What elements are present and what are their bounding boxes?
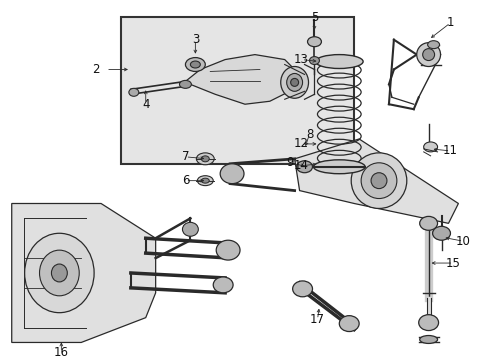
Ellipse shape — [350, 153, 406, 208]
Text: 12: 12 — [293, 138, 308, 150]
Ellipse shape — [370, 173, 386, 189]
Ellipse shape — [280, 67, 308, 98]
Ellipse shape — [213, 277, 233, 293]
Ellipse shape — [427, 41, 439, 49]
Ellipse shape — [196, 153, 214, 165]
Ellipse shape — [290, 78, 298, 86]
Text: 8: 8 — [305, 127, 313, 140]
Ellipse shape — [185, 58, 205, 72]
Text: 2: 2 — [92, 63, 100, 76]
Text: 3: 3 — [191, 33, 199, 46]
Ellipse shape — [416, 43, 440, 67]
Ellipse shape — [179, 80, 191, 88]
Ellipse shape — [361, 163, 396, 198]
Ellipse shape — [201, 156, 209, 162]
Ellipse shape — [313, 160, 365, 174]
Polygon shape — [12, 203, 155, 342]
Text: 17: 17 — [309, 313, 325, 326]
Ellipse shape — [419, 216, 437, 230]
Text: 11: 11 — [442, 144, 457, 157]
Ellipse shape — [423, 142, 437, 152]
Text: 7: 7 — [182, 150, 189, 163]
Ellipse shape — [286, 73, 302, 91]
Ellipse shape — [190, 61, 200, 68]
Ellipse shape — [432, 226, 449, 240]
Ellipse shape — [339, 316, 358, 332]
Ellipse shape — [129, 88, 139, 96]
Ellipse shape — [201, 178, 209, 183]
Ellipse shape — [307, 37, 321, 47]
Polygon shape — [294, 139, 457, 223]
Text: 9: 9 — [285, 156, 293, 169]
Ellipse shape — [40, 250, 79, 296]
Ellipse shape — [220, 164, 244, 184]
Polygon shape — [185, 55, 299, 104]
Ellipse shape — [292, 281, 312, 297]
Text: 4: 4 — [142, 98, 149, 111]
Ellipse shape — [419, 336, 437, 343]
Text: 16: 16 — [54, 346, 69, 359]
Ellipse shape — [422, 49, 434, 60]
Ellipse shape — [309, 57, 319, 64]
Text: 5: 5 — [310, 12, 318, 24]
Text: 10: 10 — [455, 235, 470, 248]
Ellipse shape — [315, 55, 363, 68]
Ellipse shape — [418, 315, 438, 330]
Bar — [121, 17, 353, 164]
Ellipse shape — [216, 240, 240, 260]
Ellipse shape — [296, 161, 312, 173]
Text: 15: 15 — [445, 257, 460, 270]
Ellipse shape — [24, 233, 94, 313]
Text: 13: 13 — [294, 53, 308, 66]
Text: 6: 6 — [182, 174, 189, 187]
Ellipse shape — [182, 222, 198, 236]
Ellipse shape — [197, 176, 213, 186]
Ellipse shape — [51, 264, 67, 282]
Text: 14: 14 — [293, 159, 308, 172]
Text: 1: 1 — [446, 16, 453, 29]
